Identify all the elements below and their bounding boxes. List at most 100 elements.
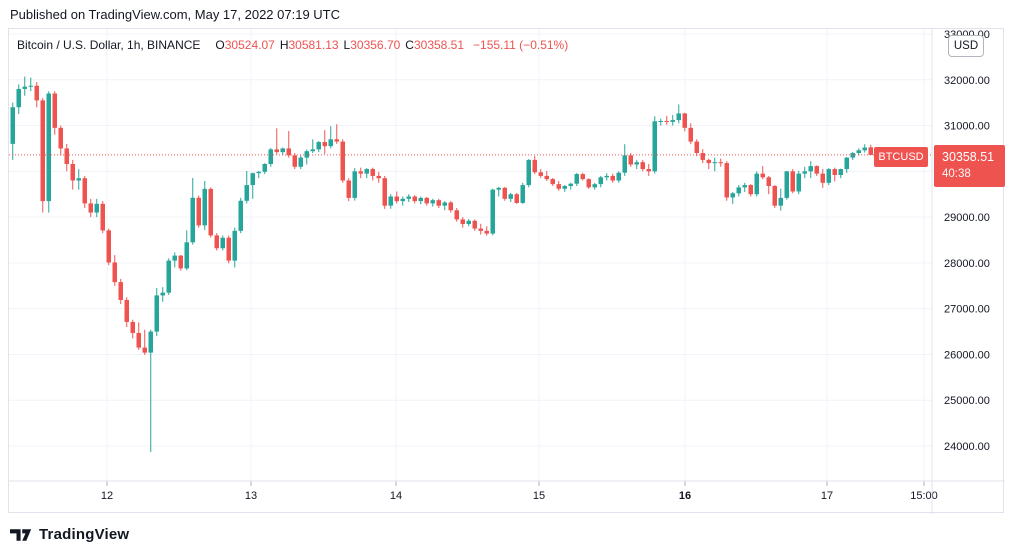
candle-body — [640, 162, 645, 170]
candlestick-chart[interactable]: 24000.00 25000.00 26000.00 27000.00 28000.00… — [9, 29, 1005, 514]
candle-body — [370, 169, 375, 176]
candle-body — [580, 174, 585, 180]
open-value: 30524.07 — [224, 38, 275, 52]
candle-body — [112, 262, 117, 283]
candle-body — [256, 171, 261, 174]
candle-body — [136, 332, 141, 348]
candle-body — [250, 173, 255, 186]
candle-body — [214, 235, 219, 249]
last-price-symbol-tag: BTCUSD — [874, 147, 928, 167]
candle-body — [142, 347, 147, 353]
candle-body — [484, 230, 489, 234]
candle-body — [322, 142, 327, 147]
candle-body — [568, 183, 573, 186]
candle-body — [268, 149, 273, 165]
candle-body — [844, 157, 849, 170]
candle-body — [772, 185, 777, 206]
candle-body — [34, 85, 39, 101]
candle-body — [58, 127, 63, 149]
candle-body — [676, 113, 681, 121]
candle-body — [310, 149, 315, 152]
candle-body — [832, 169, 837, 176]
candle-body — [490, 189, 495, 234]
candle-body — [472, 220, 477, 229]
candle-body — [712, 162, 717, 164]
candle-body — [244, 185, 249, 201]
candle-body — [514, 194, 519, 203]
candle-body — [766, 177, 771, 186]
candle-body — [550, 179, 555, 185]
candle-body — [430, 200, 435, 204]
chart-legend: Bitcoin / U.S. Dollar, 1h, BINANCE O 305… — [17, 38, 568, 52]
candle-body — [202, 188, 207, 226]
candle-body — [694, 141, 699, 154]
candle-body — [40, 100, 45, 202]
time-axis-label: 15 — [533, 490, 545, 502]
tradingview-logo[interactable]: TradingView — [10, 526, 129, 543]
tradingview-logo-icon — [10, 528, 32, 541]
chart-widget: 24000.00 25000.00 26000.00 27000.00 28000.00… — [8, 28, 1005, 514]
candle-body — [442, 202, 447, 206]
candle-body — [208, 188, 213, 236]
candle-body — [796, 173, 801, 192]
candle-body — [760, 173, 765, 178]
candle-body — [328, 139, 333, 147]
candle-body — [556, 184, 561, 189]
candle-body — [646, 169, 651, 172]
candle-body — [496, 187, 501, 190]
candle-body — [424, 197, 429, 204]
candle-body — [436, 200, 441, 206]
candle-body — [160, 292, 165, 296]
candle-body — [778, 197, 783, 206]
candle-body — [292, 155, 297, 167]
candle-body — [262, 164, 267, 172]
candle-body — [412, 196, 417, 202]
candle-body — [538, 172, 543, 176]
candle-body — [100, 203, 105, 231]
candle-body — [838, 169, 843, 176]
candle-body — [388, 196, 393, 206]
candle-body — [742, 185, 747, 188]
candle-body — [610, 175, 615, 181]
price-axis-label: 24000.00 — [944, 441, 990, 453]
candle-body — [586, 179, 591, 188]
published-line: Published on TradingView.com, May 17, 20… — [10, 7, 341, 22]
candle-body — [460, 219, 465, 224]
price-axis-label: 31000.00 — [944, 121, 990, 133]
candle-body — [304, 151, 309, 158]
candle-body — [382, 178, 387, 206]
candle-body — [730, 193, 735, 198]
candle-body — [454, 210, 459, 220]
candle-body — [238, 200, 243, 231]
candle-body — [124, 299, 129, 322]
time-axis-label: 15:00 — [910, 490, 938, 502]
time-axis-label: 13 — [245, 490, 257, 502]
open-label: O — [215, 38, 225, 52]
currency-badge: USD — [948, 35, 984, 57]
candle-body — [628, 155, 633, 165]
candle-body — [178, 255, 183, 269]
candle-body — [400, 198, 405, 202]
candle-body — [688, 127, 693, 142]
candle-body — [286, 148, 291, 156]
candle-body — [280, 148, 285, 153]
candle-body — [118, 282, 123, 300]
candle-body — [226, 237, 231, 261]
candle-body — [748, 185, 753, 195]
candle-body — [184, 242, 189, 269]
candle-body — [664, 120, 669, 122]
candle-body — [814, 166, 819, 174]
candle-body — [220, 237, 225, 249]
candle-body — [70, 164, 75, 181]
candle-body — [790, 171, 795, 192]
candle-body — [166, 260, 171, 293]
candle-body — [784, 171, 789, 198]
candle-body — [706, 159, 711, 164]
candle-body — [406, 196, 411, 199]
price-axis-label: 26000.00 — [944, 349, 990, 361]
candle-body — [352, 171, 357, 198]
candle-body — [670, 120, 675, 122]
time-axis-label: 17 — [821, 490, 833, 502]
time-axis-label: 14 — [390, 490, 402, 502]
